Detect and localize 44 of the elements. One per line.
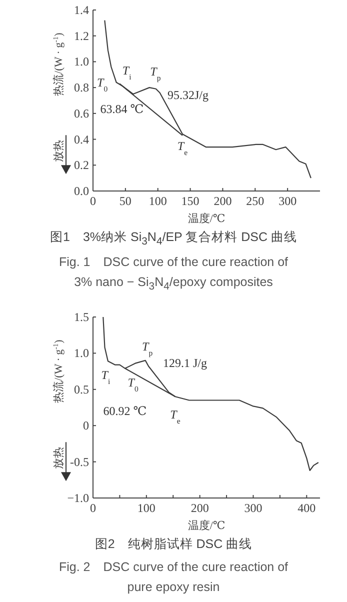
x-axis-title: 温度/℃ xyxy=(188,212,226,225)
y-tick-label: 0 xyxy=(83,418,89,433)
annotation: T$_{p}$ xyxy=(142,339,153,357)
y-tick-label: 0.0 xyxy=(74,184,89,198)
annotation: T$_{i}$ xyxy=(122,63,132,81)
annotation: T$_{e}$ xyxy=(170,408,181,426)
y-tick-label: 1.2 xyxy=(74,28,89,43)
y-tick-label: -0.5 xyxy=(70,454,89,469)
annotation: 95.32J/g xyxy=(167,88,209,102)
x-tick-label: 100 xyxy=(148,194,167,208)
text: 图2 纯树脂试样 DSC 曲线 xyxy=(94,536,254,553)
annotation: 60.92 ℃ xyxy=(103,404,147,418)
y-tick-label: 1.5 xyxy=(74,310,89,324)
y-tick-label: −1.0 xyxy=(67,491,89,505)
annotation: 63.84 ℃ xyxy=(100,102,144,116)
text: 放热 xyxy=(53,447,65,470)
y-tick-label: 0.6 xyxy=(74,106,89,120)
x-tick-label: 400 xyxy=(298,501,316,515)
annotation: 129.1 J/g xyxy=(162,356,208,370)
x-tick-label: 200 xyxy=(190,501,209,515)
annotation: T$_{i}$ xyxy=(101,368,111,386)
y-tick-label: 1.0 xyxy=(74,54,89,69)
text: 放热 xyxy=(53,140,65,162)
x-tick-label: 150 xyxy=(181,194,200,208)
annotation: T$_{0}$ xyxy=(128,375,138,393)
x-tick-label: 300 xyxy=(244,501,262,515)
y-tick-label: 0.2 xyxy=(74,158,89,172)
x-tick-label: 50 xyxy=(119,194,132,208)
x-tick-label: 200 xyxy=(214,194,232,208)
x-tick-label: 100 xyxy=(137,501,156,515)
y-tick-label: 0.5 xyxy=(74,382,89,396)
text: Fig. 2 DSC curve of the cure reaction of pure epoxy resin xyxy=(58,559,290,596)
x-tick-label: 250 xyxy=(246,194,264,208)
y-tick-label: 0.8 xyxy=(74,80,89,95)
annotation: T$_{e}$ xyxy=(177,139,188,157)
y-tick-label: 0.4 xyxy=(74,132,89,146)
y-tick-label: 1.4 xyxy=(74,3,89,17)
y-tick-label: 1.0 xyxy=(74,346,89,360)
x-axis-title: 温度/℃ xyxy=(188,519,226,532)
annotation: T$_{p}$ xyxy=(150,64,161,82)
text: Fig. 1 DSC curve of the cure reaction of 3% nano − Si$_{3}$N$_{4}$/epoxy composites xyxy=(58,254,290,294)
text: 图1 3%纳米 Si$_{3}$N$_{4}$/EP 复合材料 DSC 曲线 xyxy=(49,229,298,248)
x-tick-label: 300 xyxy=(278,194,297,208)
annotation: T$_{0}$ xyxy=(97,75,108,93)
